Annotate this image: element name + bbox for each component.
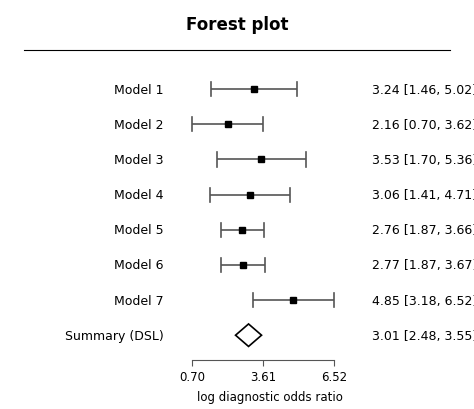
X-axis label: log diagnostic odds ratio: log diagnostic odds ratio (197, 390, 343, 403)
Text: Model 3: Model 3 (114, 154, 164, 166)
Text: Model 4: Model 4 (114, 189, 164, 202)
Text: Summary (DSL): Summary (DSL) (65, 329, 164, 342)
Text: 3.06 [1.41, 4.71]: 3.06 [1.41, 4.71] (372, 189, 474, 202)
Text: 2.16 [0.70, 3.62]: 2.16 [0.70, 3.62] (372, 119, 474, 132)
Text: 2.77 [1.87, 3.67]: 2.77 [1.87, 3.67] (372, 259, 474, 272)
Text: Forest plot: Forest plot (186, 16, 288, 34)
Polygon shape (236, 324, 262, 346)
Text: 3.01 [2.48, 3.55]: 3.01 [2.48, 3.55] (372, 329, 474, 342)
Text: 3.24 [1.46, 5.02]: 3.24 [1.46, 5.02] (372, 83, 474, 97)
Text: Model 2: Model 2 (114, 119, 164, 132)
Text: Model 6: Model 6 (114, 259, 164, 272)
Text: Model 1: Model 1 (114, 83, 164, 97)
Text: 2.76 [1.87, 3.66]: 2.76 [1.87, 3.66] (372, 224, 474, 237)
Text: Model 7: Model 7 (114, 294, 164, 307)
Text: 3.53 [1.70, 5.36]: 3.53 [1.70, 5.36] (372, 154, 474, 166)
Text: Model 5: Model 5 (114, 224, 164, 237)
Text: 4.85 [3.18, 6.52]: 4.85 [3.18, 6.52] (372, 294, 474, 307)
